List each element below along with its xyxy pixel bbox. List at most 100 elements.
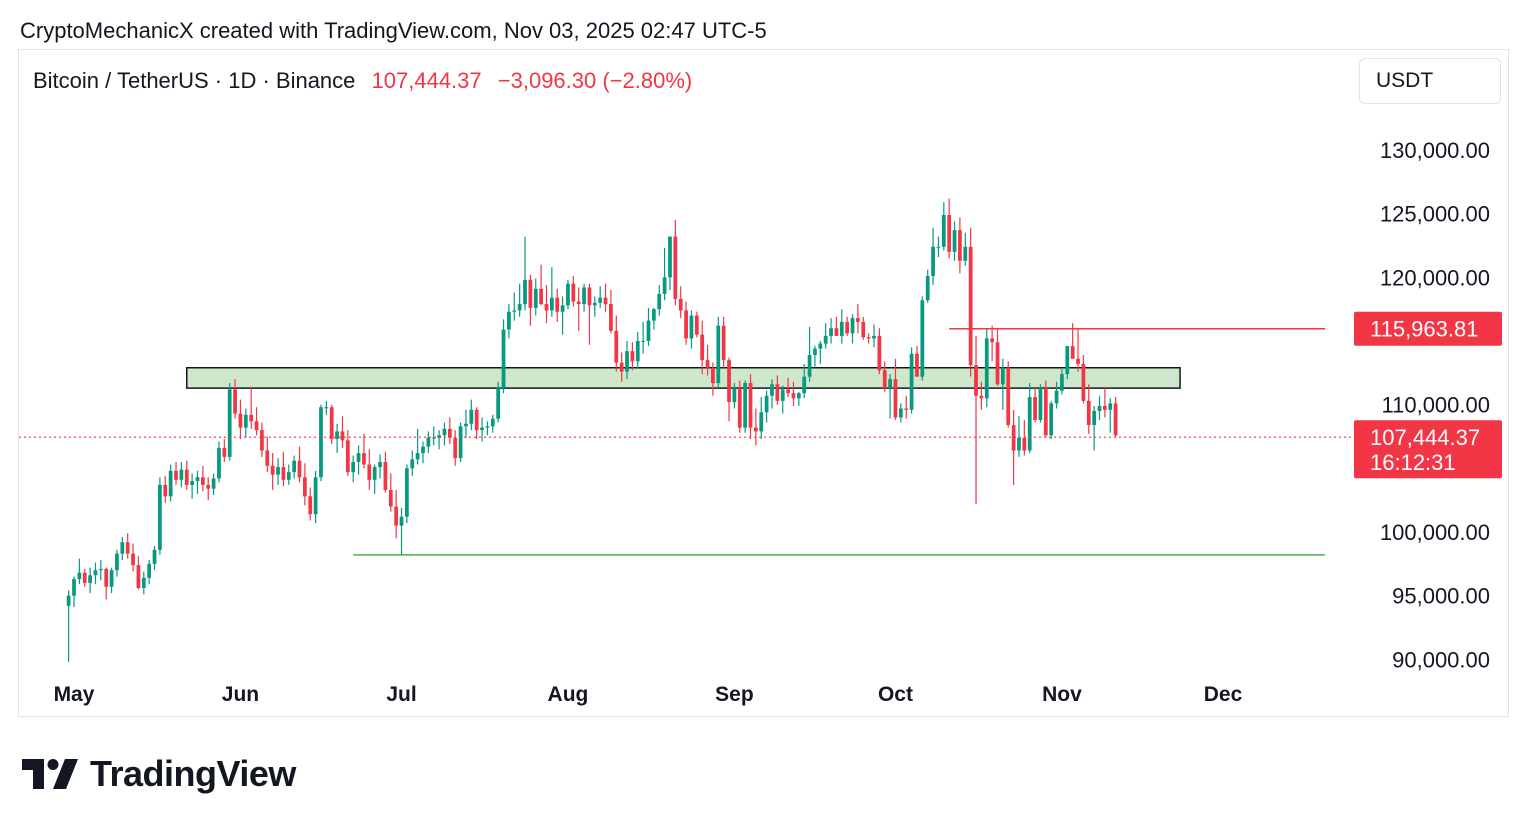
attribution-text: CryptoMechanicX created with TradingView… xyxy=(20,18,767,43)
candle-body xyxy=(754,427,758,432)
candle-body xyxy=(721,325,726,361)
candle-body xyxy=(72,579,76,596)
candle-body xyxy=(474,409,479,431)
candle-body xyxy=(302,477,307,497)
candle-body xyxy=(898,408,903,418)
x-tick-label: May xyxy=(54,683,95,706)
candle-body xyxy=(469,409,474,424)
candle-body xyxy=(501,329,506,389)
candle-body xyxy=(190,481,195,485)
candle-body xyxy=(158,484,162,550)
candle-body xyxy=(249,414,254,422)
candle-body xyxy=(415,453,420,460)
candle-body xyxy=(442,428,447,436)
candle-body xyxy=(88,575,92,583)
candle-body xyxy=(480,427,484,431)
candle-body xyxy=(109,570,114,587)
candle-body xyxy=(1060,374,1064,391)
candle-body xyxy=(952,230,957,252)
candle-body xyxy=(447,428,452,438)
candle-body xyxy=(292,460,297,473)
candle-body xyxy=(963,246,968,261)
candle-body xyxy=(340,431,345,441)
candle-body xyxy=(200,477,205,485)
candle-body xyxy=(77,572,82,580)
candle-body xyxy=(383,461,388,490)
candle-body xyxy=(335,431,339,440)
candle-body xyxy=(179,469,184,480)
candle-body xyxy=(958,230,962,261)
candle-body xyxy=(405,468,409,517)
candle-body xyxy=(995,342,1000,385)
candle-body xyxy=(555,297,560,312)
candle-body xyxy=(372,467,377,480)
candle-body xyxy=(270,465,275,475)
y-tick-label: 120,000.00 xyxy=(1380,265,1490,290)
candle-body xyxy=(856,318,860,322)
candle-body xyxy=(872,335,876,339)
candle-body xyxy=(802,376,807,394)
candle-body xyxy=(947,214,952,252)
candle-body xyxy=(759,412,764,432)
candle-body xyxy=(104,568,109,587)
candle-body xyxy=(1038,388,1043,420)
candle-body xyxy=(120,542,125,554)
candle-body xyxy=(807,355,812,377)
candle-body xyxy=(668,236,672,278)
candle-body xyxy=(163,484,168,497)
candle-body xyxy=(904,408,909,410)
candle-body xyxy=(576,301,581,305)
candle-body xyxy=(984,338,989,399)
candle-body xyxy=(609,304,613,331)
candle-body xyxy=(544,304,549,311)
candle-body xyxy=(743,383,748,428)
resistance-price-tag xyxy=(1354,311,1502,346)
candle-body xyxy=(211,478,216,489)
candle-body xyxy=(1043,388,1048,436)
candle-body xyxy=(614,330,619,363)
candle-body xyxy=(254,421,259,431)
last-price-tag xyxy=(1354,420,1502,479)
candle-body xyxy=(1081,363,1086,401)
candle-body xyxy=(748,383,753,428)
candle-body xyxy=(716,325,721,384)
candle-body xyxy=(533,288,538,308)
last-price-label: 107,444.37 xyxy=(1370,425,1480,450)
candle-body xyxy=(764,395,769,413)
candle-body xyxy=(1006,367,1011,426)
candle-body xyxy=(888,379,892,389)
candle-body xyxy=(592,302,597,306)
x-tick-label: Oct xyxy=(878,683,913,706)
tradingview-logo[interactable]: TradingView xyxy=(22,752,296,796)
candle-body xyxy=(684,310,688,339)
candle-body xyxy=(260,430,264,451)
candle-body xyxy=(421,446,425,454)
candle-body xyxy=(625,351,629,372)
price-change: −3,096.30 (−2.80%) xyxy=(497,68,693,93)
candle-body xyxy=(598,297,603,303)
x-tick-label: Aug xyxy=(548,683,589,706)
candle-body xyxy=(410,459,415,469)
symbol-header: Bitcoin / TetherUS · 1D · Binance 107,44… xyxy=(33,68,692,94)
candle-body xyxy=(630,351,635,362)
candle-body xyxy=(920,300,925,377)
candle-body xyxy=(426,437,431,447)
candle-body xyxy=(168,470,173,497)
candle-body xyxy=(705,360,710,368)
candle-body xyxy=(796,393,801,399)
currency-button[interactable]: USDT xyxy=(1359,58,1501,104)
candle-body xyxy=(98,568,103,571)
candle-body xyxy=(345,440,350,473)
candle-body xyxy=(378,461,382,468)
y-tick-label: 100,000.00 xyxy=(1380,520,1490,545)
candle-body xyxy=(813,348,817,356)
candle-body xyxy=(453,437,458,459)
candle-body xyxy=(1033,397,1037,420)
candle-body xyxy=(1022,437,1027,451)
candle-body xyxy=(651,309,656,321)
candle-body xyxy=(367,464,372,480)
candle-body xyxy=(931,246,935,277)
candle-body xyxy=(507,311,511,330)
symbol-title[interactable]: Bitcoin / TetherUS · 1D · Binance xyxy=(33,68,356,93)
